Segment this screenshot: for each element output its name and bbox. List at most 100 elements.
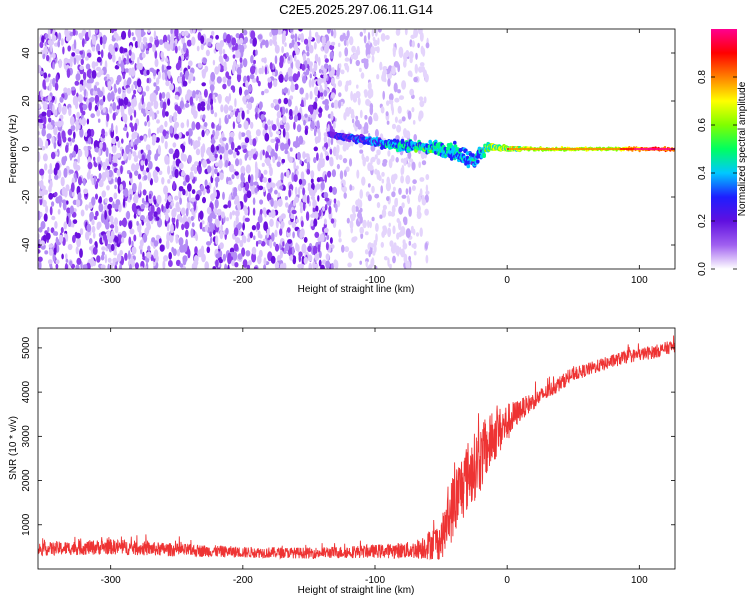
noise-speck: [339, 34, 345, 42]
noise-speck: [100, 49, 104, 59]
noise-speck: [381, 171, 385, 177]
noise-speck: [48, 73, 51, 78]
noise-speck: [329, 51, 334, 59]
noise-speck: [379, 61, 383, 71]
noise-speck: [75, 73, 81, 81]
noise-speck: [408, 51, 414, 60]
noise-speck: [50, 40, 54, 45]
noise-speck: [329, 44, 335, 51]
noise-speck: [197, 62, 203, 69]
noise-speck: [134, 63, 137, 71]
noise-speck: [161, 64, 165, 74]
noise-speck: [207, 165, 212, 174]
noise-speck: [38, 210, 41, 221]
noise-speck: [171, 246, 175, 253]
noise-speck: [311, 68, 315, 75]
noise-speck: [111, 144, 117, 154]
noise-speck: [348, 250, 354, 259]
noise-speck: [320, 181, 325, 191]
noise-speck: [313, 101, 318, 110]
noise-speck: [374, 46, 379, 52]
noise-speck: [185, 174, 190, 183]
noise-speck: [324, 44, 329, 54]
noise-speck: [51, 201, 55, 207]
noise-speck: [202, 143, 206, 153]
noise-speck: [57, 120, 63, 128]
noise-speck: [338, 92, 342, 98]
noise-speck: [350, 114, 355, 119]
signal-core: [662, 148, 665, 150]
noise-speck: [128, 106, 133, 116]
noise-speck: [189, 96, 194, 106]
noise-speck: [48, 82, 52, 92]
noise-speck: [301, 63, 306, 71]
noise-speck: [187, 93, 191, 99]
noise-speck: [178, 162, 184, 169]
noise-speck: [411, 243, 415, 248]
noise-speck: [377, 37, 380, 46]
noise-speck: [220, 224, 223, 232]
noise-speck: [156, 194, 162, 205]
noise-speck: [319, 92, 324, 97]
noise-speck: [259, 150, 263, 161]
noise-speck: [380, 241, 384, 248]
noise-speck: [253, 181, 259, 186]
noise-speck: [130, 138, 134, 147]
noise-speck: [341, 244, 345, 253]
noise-speck: [227, 75, 232, 81]
noise-speck: [102, 141, 107, 152]
signal-core: [653, 148, 656, 150]
signal-core: [602, 148, 605, 150]
noise-speck: [308, 61, 313, 67]
noise-speck: [101, 251, 105, 256]
noise-speck: [331, 41, 336, 46]
noise-speck: [285, 108, 288, 114]
noise-speck: [349, 184, 353, 191]
y-tick-label: 2000: [21, 469, 32, 492]
noise-speck: [236, 66, 242, 75]
noise-speck: [386, 196, 390, 202]
noise-speck: [424, 242, 428, 250]
noise-speck: [153, 100, 159, 110]
noise-speck: [359, 67, 362, 73]
noise-speck: [405, 188, 409, 195]
noise-speck: [86, 52, 92, 58]
noise-speck: [289, 147, 293, 152]
noise-speck: [340, 69, 345, 75]
noise-speck: [381, 178, 385, 184]
noise-speck: [191, 36, 196, 46]
noise-speck: [51, 215, 56, 221]
noise-speck: [39, 123, 44, 130]
noise-speck: [260, 42, 263, 49]
noise-speck: [49, 206, 53, 216]
noise-speck: [130, 52, 136, 62]
noise-speck: [272, 99, 278, 104]
signal-core: [626, 148, 629, 150]
noise-speck: [247, 101, 253, 111]
noise-speck: [242, 95, 247, 103]
noise-speck: [165, 213, 169, 222]
noise-speck: [351, 118, 355, 124]
noise-speck: [112, 53, 116, 63]
noise-speck: [210, 139, 216, 144]
noise-speck: [154, 58, 159, 68]
noise-speck: [325, 253, 330, 261]
noise-speck: [95, 81, 100, 86]
noise-speck: [229, 211, 233, 220]
noise-speck: [330, 136, 334, 146]
noise-speck: [48, 101, 54, 110]
noise-speck: [302, 53, 306, 62]
noise-speck: [192, 29, 196, 34]
noise-speck: [277, 198, 283, 207]
noise-speck: [173, 133, 179, 139]
noise-speck: [309, 107, 314, 115]
noise-speck: [315, 136, 318, 144]
noise-speck: [55, 263, 59, 269]
noise-speck: [367, 89, 373, 99]
signal-core: [511, 148, 514, 150]
noise-speck: [122, 127, 128, 131]
noise-speck: [203, 88, 208, 98]
noise-speck: [109, 106, 113, 114]
noise-speck: [386, 176, 391, 185]
noise-speck: [175, 62, 181, 71]
